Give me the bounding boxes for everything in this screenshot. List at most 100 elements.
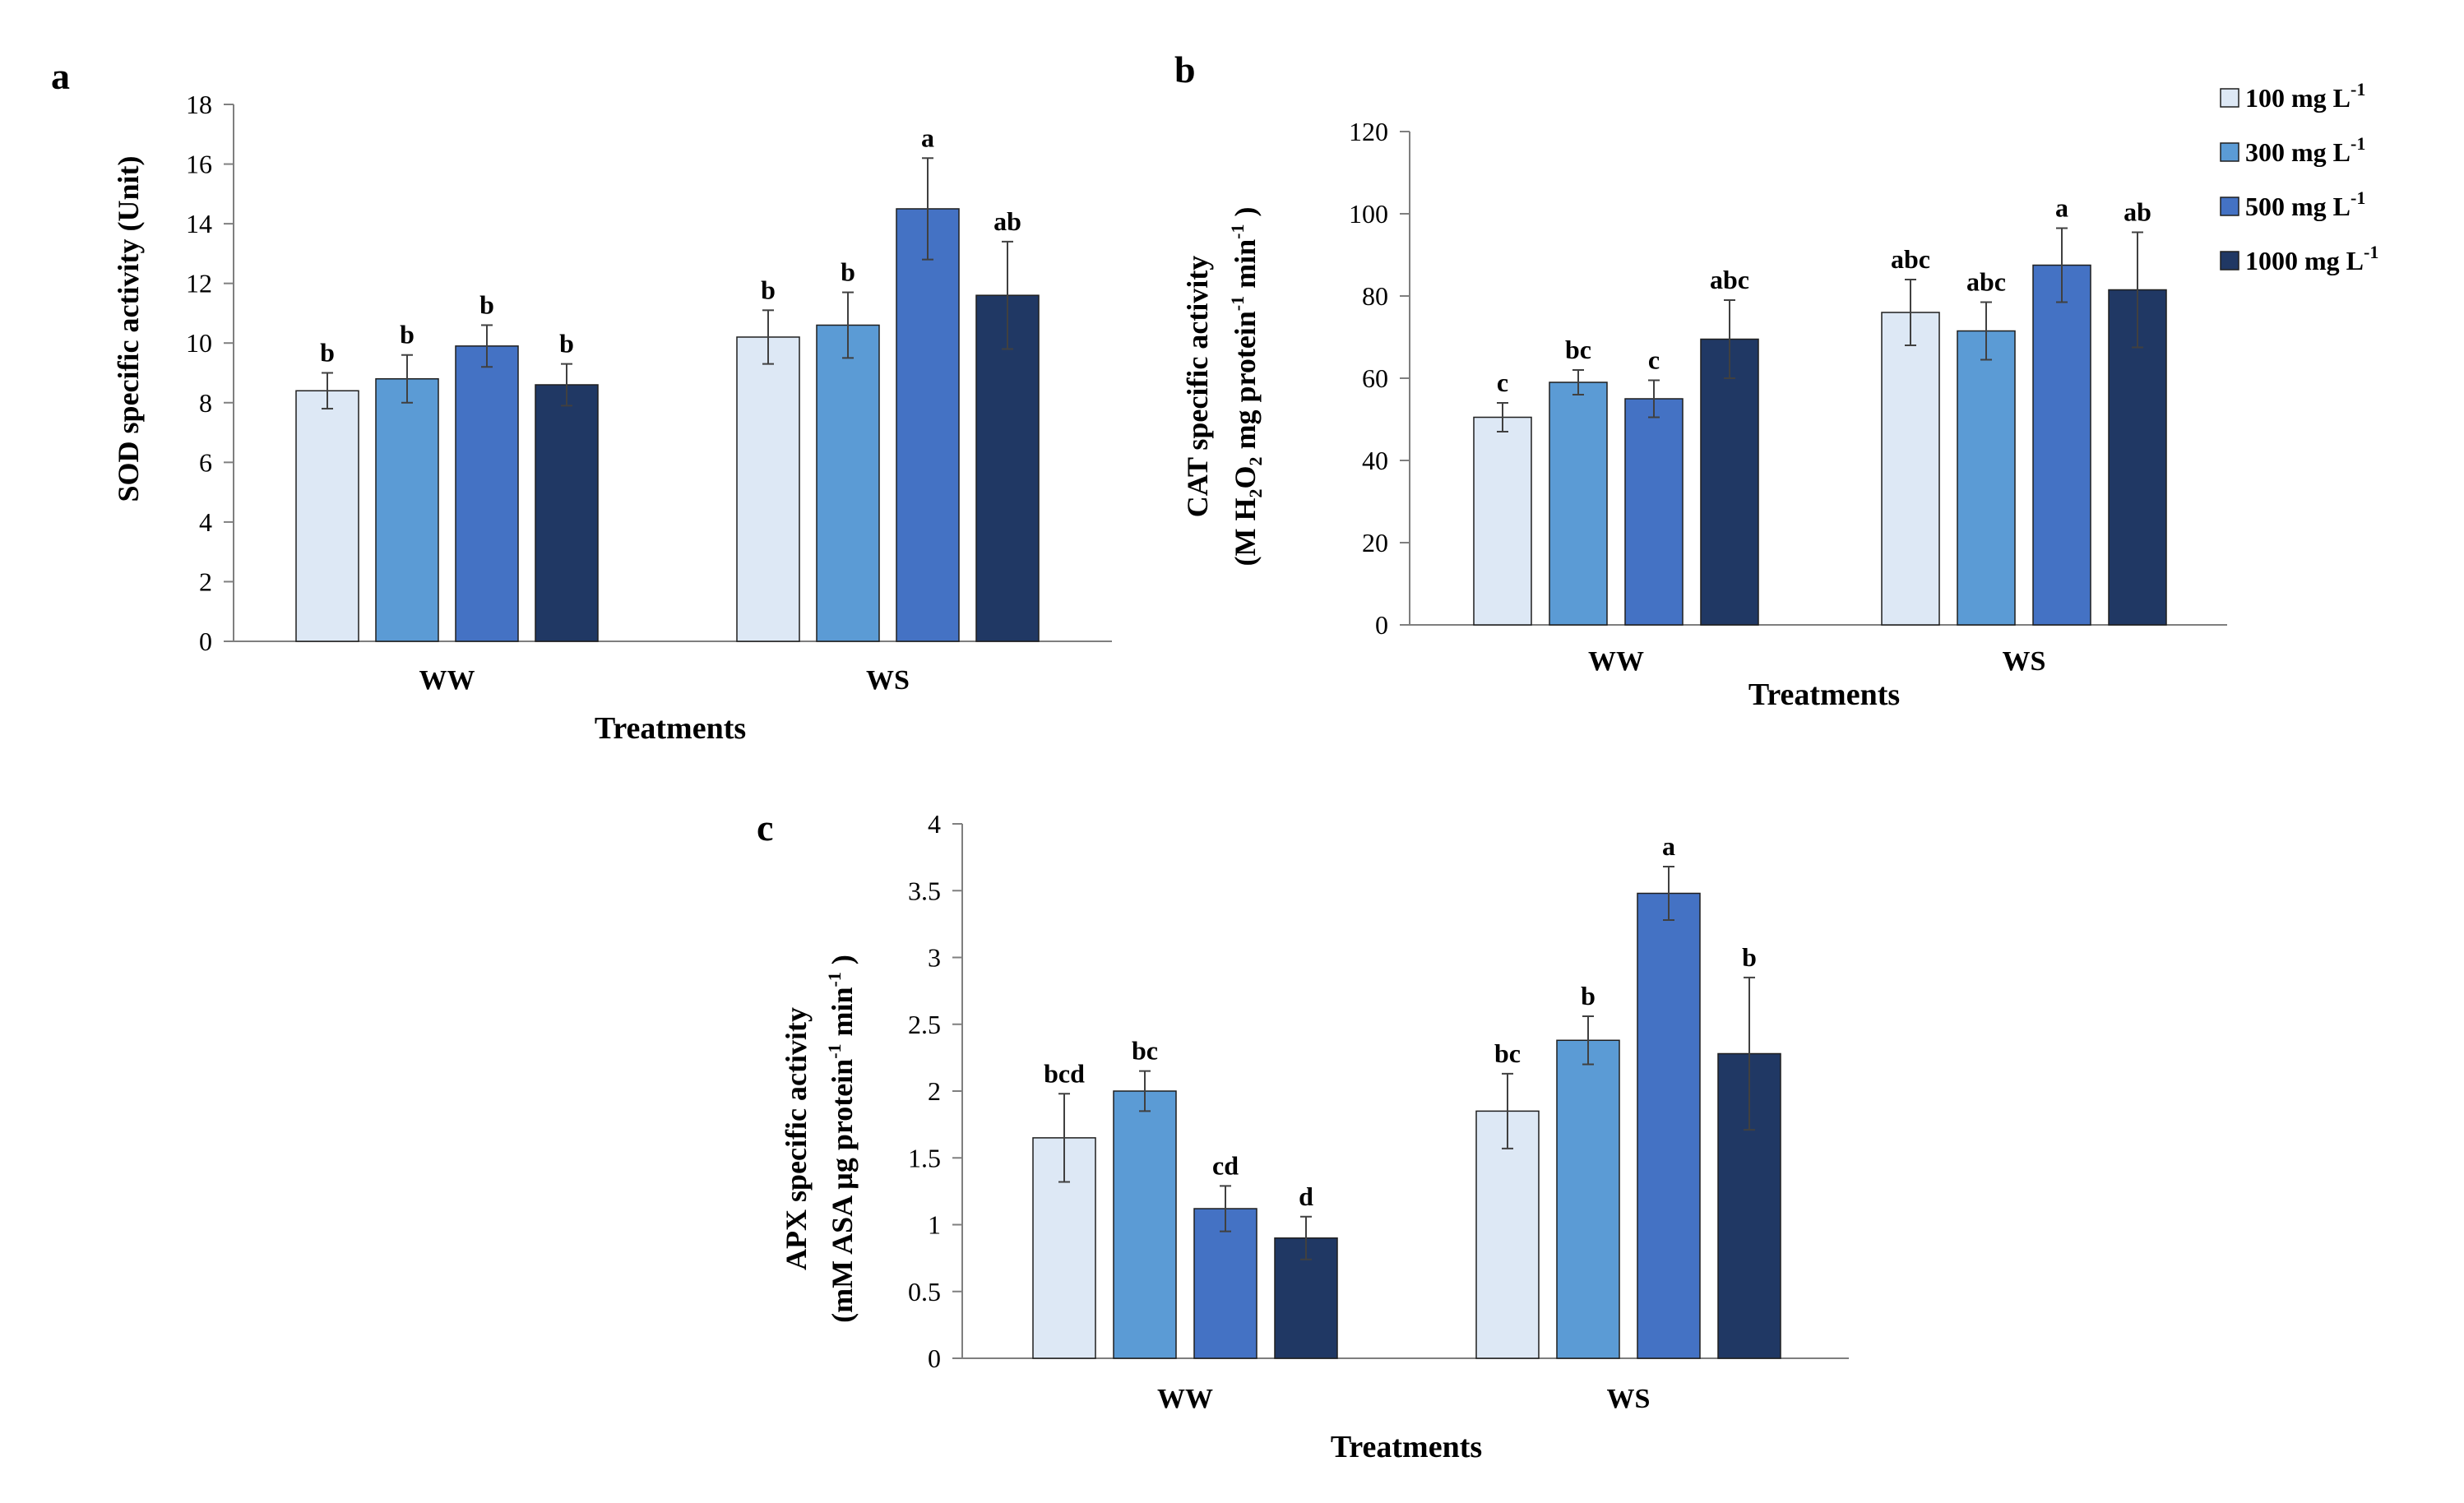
y-tick-label: 0 <box>928 1343 941 1373</box>
significance-letter: b <box>841 257 855 287</box>
panel-c-y-part3: ) <box>826 955 859 972</box>
x-category-label: WW <box>419 665 475 696</box>
bar <box>535 384 599 642</box>
panel-b-y-part3: mg protein <box>1229 311 1262 456</box>
bar <box>1549 382 1608 626</box>
y-tick-label: 120 <box>1349 117 1388 146</box>
y-tick-label: 3.5 <box>908 876 941 905</box>
bar <box>1113 1090 1177 1359</box>
y-tick-label: 40 <box>1362 446 1388 475</box>
y-tick-label: 2 <box>928 1076 941 1106</box>
legend-swatch <box>2220 142 2239 162</box>
panel-b-y-sup2: -1 <box>1227 224 1248 239</box>
significance-letter: d <box>1299 1182 1313 1211</box>
bar <box>1193 1208 1257 1359</box>
y-tick-label: 16 <box>186 150 212 179</box>
y-tick-label: 18 <box>186 90 212 119</box>
significance-letter: abc <box>1891 244 1930 274</box>
panel-b-y-sup1: -1 <box>1227 296 1248 311</box>
legend-swatch <box>2220 197 2239 216</box>
significance-letter: abc <box>1966 267 2006 297</box>
significance-letter: b <box>320 338 335 368</box>
bar <box>975 294 1040 642</box>
y-tick-label: 0 <box>1375 610 1388 640</box>
significance-letter: abc <box>1710 265 1749 294</box>
bar <box>375 378 439 642</box>
y-tick-label: 14 <box>186 209 212 238</box>
legend-label: 500 mg L-1 <box>2245 187 2365 221</box>
significance-letter: bc <box>1132 1036 1158 1066</box>
panel-b-y-sub2: 2 <box>1245 457 1266 466</box>
panel-c-y-sup2: -1 <box>824 972 845 987</box>
bar <box>1700 338 1759 626</box>
bar <box>736 336 800 642</box>
panel-b-y-part1: (M H <box>1229 498 1262 567</box>
panel-c-y-title-line1: APX specific activity <box>780 1007 813 1270</box>
legend-label: 100 mg L-1 <box>2245 79 2365 113</box>
significance-letter: b <box>761 275 776 304</box>
bar <box>1473 416 1532 626</box>
panel-b-y-title-line2: (M H2O2 mg protein-1 min-1 ) <box>1227 207 1266 567</box>
panel-b-y-sub1: 2 <box>1245 489 1266 498</box>
panel-a-label: a <box>51 55 70 97</box>
y-tick-label: 80 <box>1362 281 1388 311</box>
significance-letter: b <box>1742 942 1757 972</box>
significance-letter: bcd <box>1044 1058 1085 1088</box>
y-tick-label: 0 <box>199 627 212 656</box>
panel-b-chart: 0 20 40 60 80 100 120 WW WS c abc bc abc c a abc ab <box>1349 117 2227 677</box>
legend-label: 300 mg L-1 <box>2245 133 2365 167</box>
bar <box>295 390 359 642</box>
x-category-label: WS <box>1607 1384 1651 1414</box>
panel-b-y-part5: ) <box>1229 207 1262 224</box>
y-tick-label: 6 <box>199 447 212 477</box>
bar <box>896 208 960 642</box>
significance-letter: c <box>1497 368 1508 397</box>
significance-letter: a <box>2055 193 2068 223</box>
significance-letter: a <box>1662 831 1675 861</box>
legend-swatch <box>2220 251 2239 271</box>
significance-letter: bc <box>1494 1038 1521 1068</box>
bar <box>1957 330 2016 626</box>
significance-letter: ab <box>993 206 1021 236</box>
significance-letter: c <box>1648 345 1660 375</box>
panel-c-x-title: Treatments <box>1331 1430 1482 1464</box>
x-category-label: WS <box>866 665 910 696</box>
y-tick-label: 1 <box>928 1210 941 1240</box>
x-category-label: WW <box>1157 1384 1213 1414</box>
bar <box>455 345 519 642</box>
y-tick-label: 4 <box>928 809 941 839</box>
y-tick-label: 20 <box>1362 528 1388 557</box>
bar <box>1637 892 1701 1359</box>
panel-c-y-title-line2: (mM ASA µg protein-1 min-1 ) <box>824 955 859 1323</box>
y-tick-label: 1.5 <box>908 1143 941 1172</box>
significance-letter: b <box>400 320 415 349</box>
y-tick-label: 4 <box>199 507 212 537</box>
panel-b-x-title: Treatments <box>1748 678 1900 712</box>
legend-label: 1000 mg L-1 <box>2245 242 2378 275</box>
bar <box>816 324 880 642</box>
legend: 100 mg L-1 300 mg L-1 500 mg L-1 1000 mg L-… <box>2220 79 2378 275</box>
bar <box>2032 264 2091 626</box>
panel-b-label: b <box>1174 49 1196 90</box>
y-tick-label: 8 <box>199 388 212 418</box>
significance-letter: ab <box>2124 197 2151 227</box>
y-tick-label: 0.5 <box>908 1277 941 1306</box>
panel-c-y-part1: (mM ASA µg protein <box>826 1059 859 1323</box>
y-tick-label: 100 <box>1349 199 1388 229</box>
panel-b-y-part2: O <box>1229 466 1262 489</box>
panel-c-y-part2: min <box>826 987 859 1043</box>
x-category-label: WS <box>2003 646 2046 677</box>
legend-swatch <box>2220 88 2239 108</box>
significance-letter: b <box>1581 981 1596 1010</box>
bar <box>1475 1110 1540 1359</box>
y-tick-label: 12 <box>186 269 212 298</box>
y-tick-label: 3 <box>928 943 941 973</box>
panel-c-y-sup1: -1 <box>824 1043 845 1058</box>
bar <box>1556 1039 1620 1359</box>
panel-a-x-title: Treatments <box>595 711 746 746</box>
y-tick-label: 10 <box>186 328 212 358</box>
y-tick-label: 2 <box>199 567 212 596</box>
